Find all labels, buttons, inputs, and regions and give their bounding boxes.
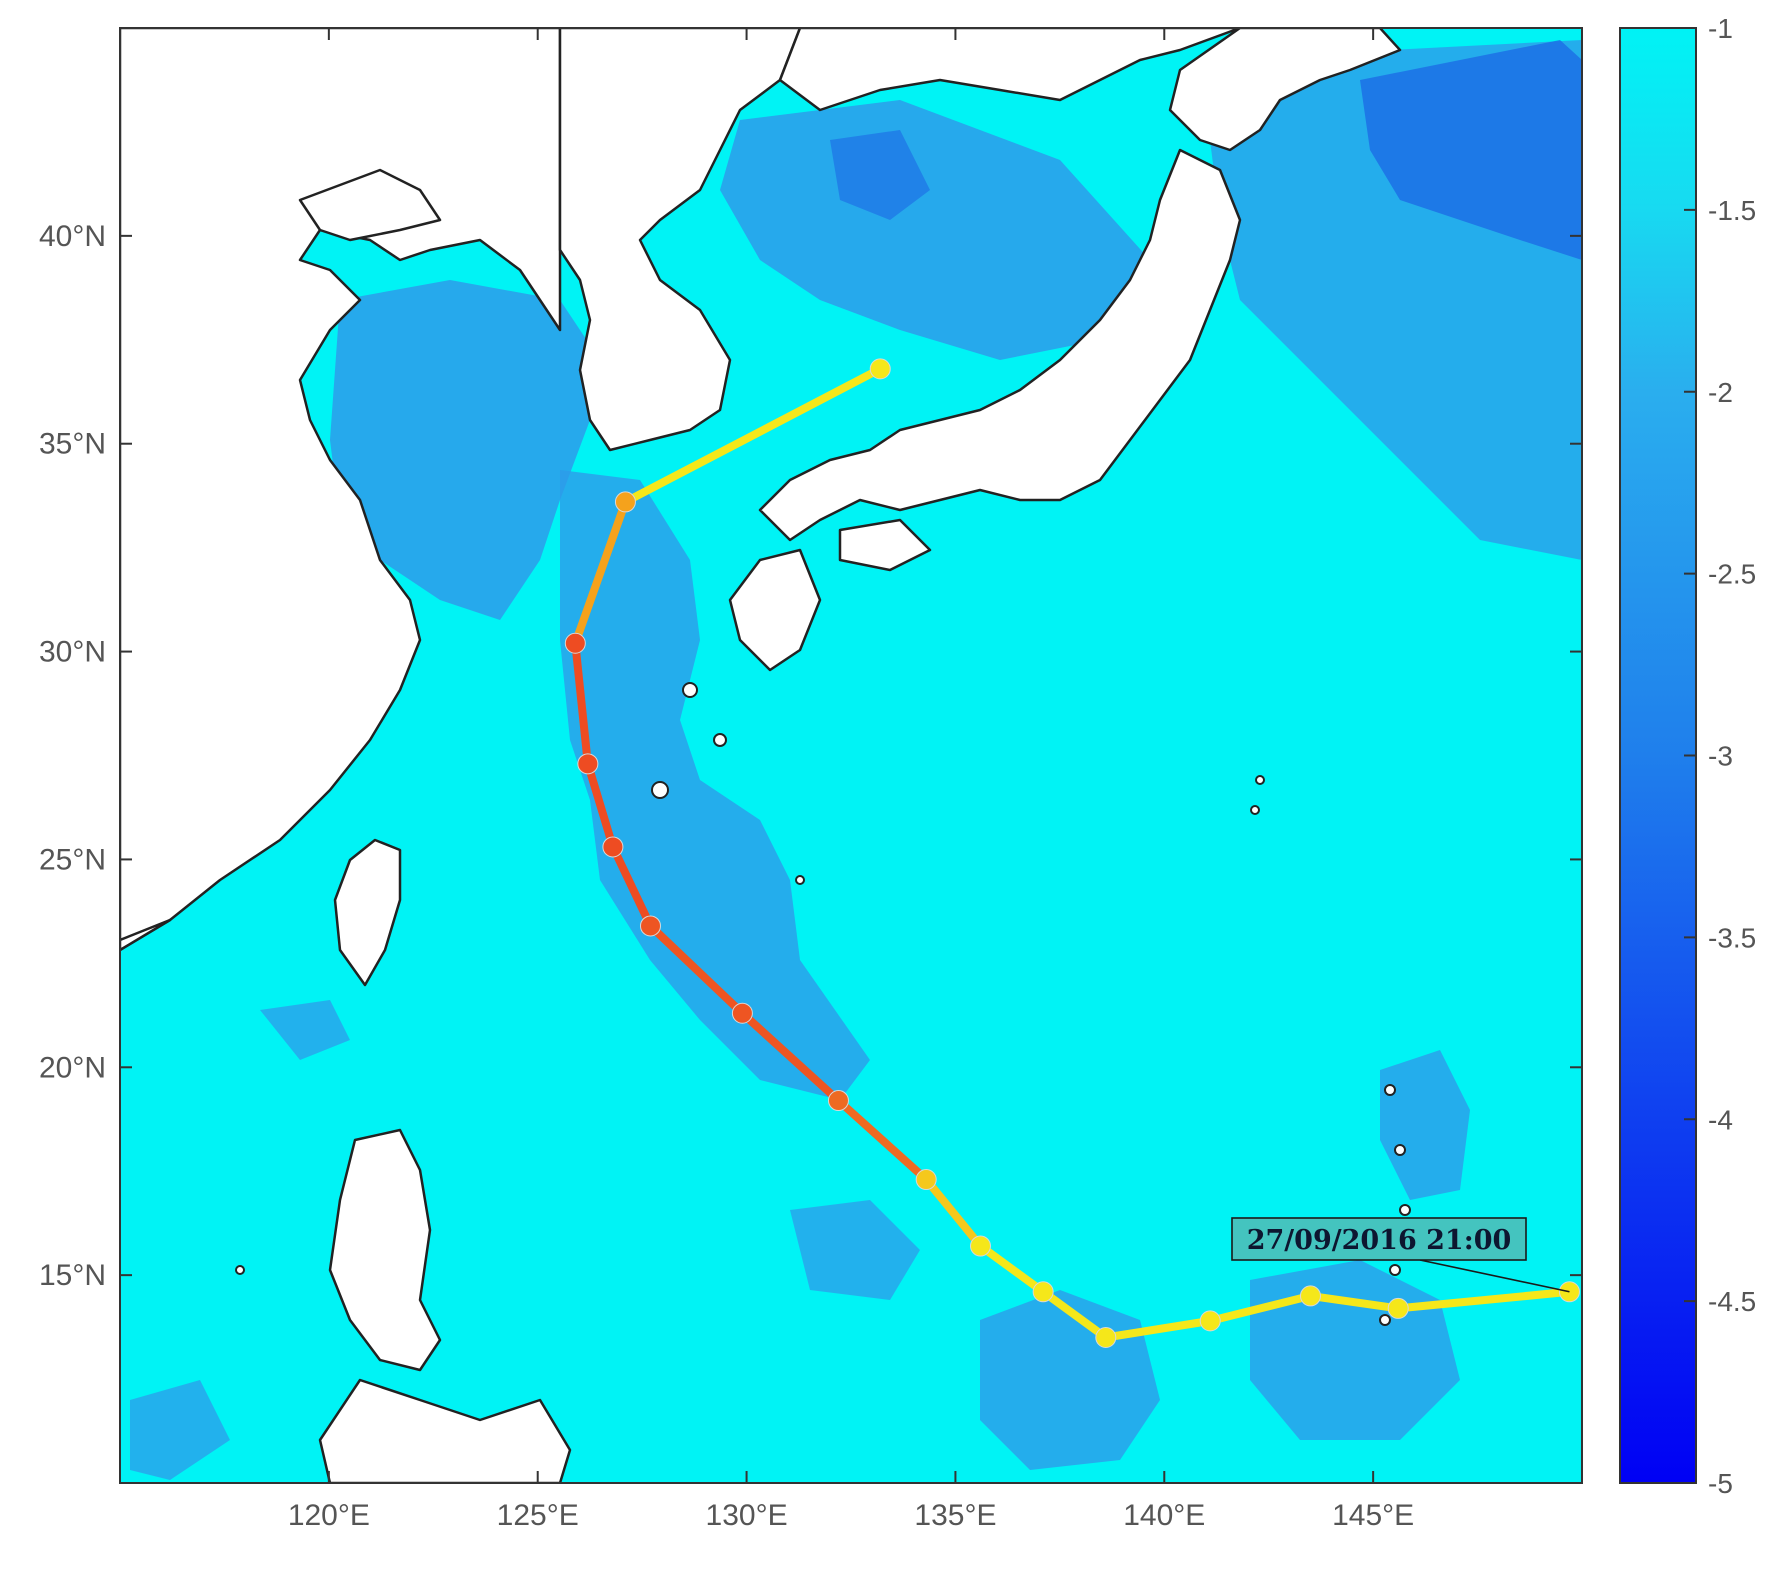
track-point — [602, 836, 624, 858]
land-visayas — [318, 1378, 572, 1483]
track-segment — [1039, 1287, 1110, 1342]
track-point — [614, 491, 636, 513]
track-segment — [922, 1175, 985, 1251]
track-segment — [834, 1096, 931, 1184]
anomaly-patch-southwest — [130, 1380, 230, 1480]
track-segment — [608, 842, 655, 930]
track-point — [1299, 1285, 1321, 1307]
track-segment — [738, 1009, 843, 1105]
small-islands — [235, 682, 1411, 1326]
track-point — [731, 1002, 753, 1024]
island-ryukyu-3 — [713, 733, 727, 747]
track-segment — [583, 759, 617, 851]
track-segment — [646, 921, 747, 1018]
colorbar-tick-label: -3 — [1708, 741, 1733, 772]
track-point — [969, 1235, 991, 1257]
colorbar-tick-label: -1.5 — [1708, 195, 1756, 226]
anomaly-patch-okinawa — [560, 470, 870, 1100]
lat-tick-label: 40°N — [39, 220, 106, 253]
anomaly-patch-northeast-deep — [1360, 40, 1582, 260]
land-russia-far-east — [778, 28, 1242, 112]
track-point — [577, 753, 599, 775]
track-point — [869, 358, 891, 380]
land-luzon — [328, 1128, 442, 1372]
land-korea — [558, 28, 802, 452]
annotation-box — [1231, 1217, 1527, 1261]
latitude-axis: 15°N 20°N 25°N 30°N 35°N 40°N — [39, 220, 1582, 1292]
track-point — [1199, 1310, 1221, 1332]
track-point — [827, 1090, 849, 1112]
anomaly-patch-south-china-sea — [260, 1000, 350, 1060]
land-sakhalin-hokkaido — [1168, 28, 1402, 152]
map-panel — [120, 28, 1582, 1483]
track-segment — [571, 497, 630, 648]
track-point — [639, 915, 661, 937]
longitude-axis: 120°E 125°E 130°E 135°E 140°E 145°E — [288, 28, 1414, 1532]
track-point — [1032, 1281, 1054, 1303]
anomaly-patch-sea-of-japan-deep — [830, 130, 930, 220]
anomaly-patch-marianas — [1380, 1050, 1470, 1200]
lat-tick-label: 35°N — [39, 428, 106, 461]
island-pacific-2 — [235, 1265, 245, 1275]
lon-tick-label: 130°E — [706, 1499, 788, 1532]
annotation-leader-line — [1419, 1259, 1570, 1293]
island-izu-2 — [1250, 805, 1260, 815]
colorbar-gradient — [1620, 28, 1696, 1483]
track-segment — [1394, 1287, 1574, 1313]
land-shikoku — [838, 518, 932, 572]
island-ryukyu-2 — [651, 781, 669, 799]
track-segment — [1306, 1291, 1403, 1313]
land-honshu — [758, 148, 1242, 542]
island-marianas-5 — [1379, 1314, 1391, 1326]
colorbar-tick-label: -1 — [1708, 13, 1733, 44]
island-pacific-1 — [795, 875, 805, 885]
track-point — [915, 1169, 937, 1191]
typhoon-track — [564, 358, 1580, 1348]
lat-tick-label: 30°N — [39, 636, 106, 669]
annotation-label: 27/09/2016 21:00 — [1247, 1225, 1512, 1256]
track-segment — [1206, 1291, 1315, 1325]
colorbar-tick-label: -2.5 — [1708, 559, 1756, 590]
colorbar: -1 -1.5 -2 -2.5 -3 -3.5 -4 -4.5 -5 — [1619, 13, 1756, 1499]
island-ryukyu-1 — [682, 682, 698, 698]
lon-tick-label: 120°E — [288, 1499, 370, 1532]
land-shandong-liaodong — [298, 168, 442, 242]
track-point — [564, 632, 586, 654]
land-asia-mainland — [120, 28, 562, 952]
track-segment — [621, 364, 885, 506]
track-point — [1095, 1327, 1117, 1348]
colorbar-tick-label: -3.5 — [1708, 922, 1756, 953]
lat-tick-label: 15°N — [39, 1259, 106, 1292]
island-marianas-1 — [1384, 1084, 1396, 1096]
track-annotation: 27/09/2016 21:00 — [1231, 1217, 1570, 1293]
lat-tick-label: 25°N — [39, 843, 106, 876]
track-segment — [1101, 1316, 1215, 1342]
colorbar-tick-label: -4 — [1708, 1104, 1733, 1135]
land-taiwan — [333, 838, 402, 987]
land-hainan-south-china — [120, 918, 172, 952]
track-segment — [976, 1242, 1048, 1296]
colorbar-tick-label: -5 — [1708, 1468, 1733, 1499]
track-point — [1387, 1297, 1409, 1319]
land-kyushu — [728, 548, 822, 672]
anomaly-patch-sea-of-japan — [720, 100, 1150, 360]
lon-tick-label: 145°E — [1332, 1499, 1414, 1532]
land-masses — [120, 28, 1402, 1483]
colorbar-ticks: -1 -1.5 -2 -2.5 -3 -3.5 -4 -4.5 -5 — [1684, 13, 1756, 1499]
colorbar-tick-label: -2 — [1708, 377, 1733, 408]
anomaly-patch-east-china-sea — [330, 280, 600, 620]
lon-tick-label: 125°E — [497, 1499, 579, 1532]
lon-tick-label: 140°E — [1123, 1499, 1205, 1532]
island-marianas-4 — [1389, 1264, 1401, 1276]
lon-tick-label: 135°E — [914, 1499, 996, 1532]
map-frame — [119, 27, 1583, 1484]
track-segment — [571, 639, 592, 768]
island-marianas-2 — [1394, 1144, 1406, 1156]
colorbar-tick-label: -4.5 — [1708, 1286, 1756, 1317]
island-izu-1 — [1255, 775, 1265, 785]
anomaly-patch-south-3 — [790, 1200, 920, 1300]
island-marianas-3 — [1399, 1204, 1411, 1216]
lat-tick-label: 20°N — [39, 1051, 106, 1084]
